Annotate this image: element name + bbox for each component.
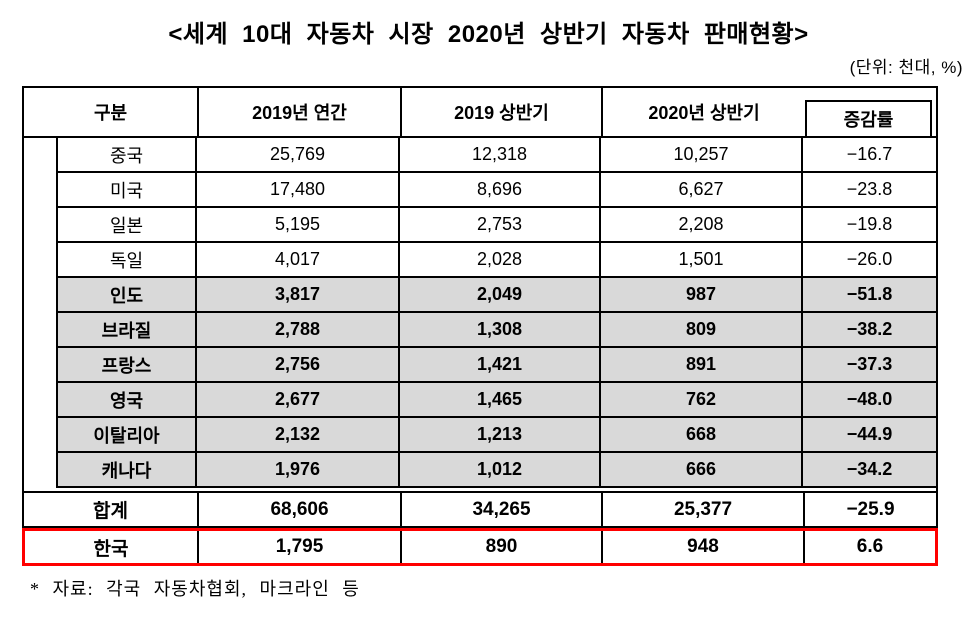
cell-2020-h1: 10,257: [601, 138, 803, 171]
cell-country: 인도: [58, 278, 197, 311]
cell-2019-h1: 1,213: [400, 418, 601, 451]
left-inset-strip: [24, 138, 58, 488]
cell-change-rate: −25.9: [846, 498, 895, 520]
cell-2020-h1: 762: [601, 383, 803, 416]
cell-country: 일본: [58, 208, 197, 241]
table-row-canada: 캐나다 1,976 1,012 666 −34.2: [58, 453, 936, 488]
table-row-italy: 이탈리아 2,132 1,213 668 −44.9: [58, 418, 936, 453]
cell-country: 합계: [24, 493, 199, 526]
cell-country: 중국: [58, 138, 197, 171]
header-change-rate-holder: 증감률: [805, 88, 936, 136]
cell-change-rate: −37.3: [846, 354, 893, 374]
cell-2019-annual: 2,677: [197, 383, 400, 416]
cell-change-rate: −16.7: [846, 144, 893, 164]
cell-country: 영국: [58, 383, 197, 416]
table-header-row: 구분 2019년 연간 2019 상반기 2020년 상반기 증감률: [24, 88, 936, 138]
header-cell-change-rate: 증감률: [805, 100, 932, 136]
cell-2019-annual: 2,756: [197, 348, 400, 381]
table-row-france: 프랑스 2,756 1,421 891 −37.3: [58, 348, 936, 383]
cell-change-rate: −26.0: [846, 249, 893, 269]
cell-2019-annual: 68,606: [199, 493, 402, 526]
header-cell-2019-h1: 2019 상반기: [402, 88, 603, 136]
cell-country: 한국: [25, 531, 199, 563]
cell-2020-h1: 891: [601, 348, 803, 381]
cell-country: 프랑스: [58, 348, 197, 381]
cell-2020-h1: 809: [601, 313, 803, 346]
table-body: 중국 25,769 12,318 10,257 −16.7 미국 17,480 …: [24, 138, 936, 488]
cell-2019-h1: 2,028: [400, 243, 601, 276]
cell-change-rate: 6.6: [856, 536, 884, 557]
cell-2020-h1: 666: [601, 453, 803, 486]
cell-2019-h1: 8,696: [400, 173, 601, 206]
cell-change-rate: −51.8: [846, 284, 893, 304]
cell-2020-h1: 987: [601, 278, 803, 311]
cell-2019-h1: 1,012: [400, 453, 601, 486]
cell-change-rate: −38.2: [846, 319, 893, 339]
page-title: <세계 10대 자동차 시장 2020년 상반기 자동차 판매현황>: [168, 21, 809, 48]
cell-2019-annual: 1,976: [197, 453, 400, 486]
cell-2020-h1: 948: [603, 531, 805, 563]
cell-2019-annual: 5,195: [197, 208, 400, 241]
cell-2019-h1: 1,421: [400, 348, 601, 381]
total-row: 합계 68,606 34,265 25,377 −25.9: [24, 491, 936, 526]
sales-table: 구분 2019년 연간 2019 상반기 2020년 상반기 증감률 중국 25…: [22, 86, 938, 566]
table-row-japan: 일본 5,195 2,753 2,208 −19.8: [58, 208, 936, 243]
table-outer-frame: 구분 2019년 연간 2019 상반기 2020년 상반기 증감률 중국 25…: [22, 86, 938, 528]
cell-2020-h1: 6,627: [601, 173, 803, 206]
cell-2020-h1: 668: [601, 418, 803, 451]
cell-2020-h1: 2,208: [601, 208, 803, 241]
cell-2019-annual: 1,795: [199, 531, 402, 563]
cell-2019-h1: 890: [402, 531, 603, 563]
header-cell-2020-h1: 2020년 상반기: [648, 103, 760, 123]
cell-change-rate: −23.8: [846, 179, 893, 199]
cell-change-rate: −19.8: [846, 214, 893, 234]
table-row-uk: 영국 2,677 1,465 762 −48.0: [58, 383, 936, 418]
header-cell-category: 구분: [24, 88, 199, 136]
cell-country: 독일: [58, 243, 197, 276]
korea-highlight-row: 한국 1,795 890 948 6.6: [22, 528, 938, 566]
cell-2020-h1: 25,377: [603, 493, 805, 526]
cell-2019-h1: 2,753: [400, 208, 601, 241]
table-row-china: 중국 25,769 12,318 10,257 −16.7: [58, 138, 936, 173]
cell-country: 미국: [58, 173, 197, 206]
footnote: * 자료: 각국 자동차협회, 마크라인 등: [30, 579, 360, 599]
country-rows: 중국 25,769 12,318 10,257 −16.7 미국 17,480 …: [58, 138, 936, 488]
header-cell-2019-annual: 2019년 연간: [199, 88, 402, 136]
cell-change-rate: −44.9: [846, 424, 893, 444]
unit-note: (단위: 천대, %): [849, 58, 963, 77]
cell-2019-annual: 17,480: [197, 173, 400, 206]
cell-change-rate: −48.0: [846, 389, 893, 409]
cell-2019-annual: 3,817: [197, 278, 400, 311]
cell-country: 브라질: [58, 313, 197, 346]
table-row-germany: 독일 4,017 2,028 1,501 −26.0: [58, 243, 936, 278]
cell-country: 이탈리아: [58, 418, 197, 451]
cell-2019-annual: 25,769: [197, 138, 400, 171]
cell-country: 캐나다: [58, 453, 197, 486]
divider-gap: [24, 488, 936, 491]
cell-2020-h1: 1,501: [601, 243, 803, 276]
cell-2019-annual: 4,017: [197, 243, 400, 276]
cell-2019-h1: 1,308: [400, 313, 601, 346]
cell-2019-h1: 12,318: [400, 138, 601, 171]
cell-2019-h1: 2,049: [400, 278, 601, 311]
table-row-brazil: 브라질 2,788 1,308 809 −38.2: [58, 313, 936, 348]
table-row-usa: 미국 17,480 8,696 6,627 −23.8: [58, 173, 936, 208]
cell-2019-h1: 34,265: [402, 493, 603, 526]
cell-2019-h1: 1,465: [400, 383, 601, 416]
table-row-india: 인도 3,817 2,049 987 −51.8: [58, 278, 936, 313]
cell-change-rate: −34.2: [846, 459, 893, 479]
cell-2019-annual: 2,132: [197, 418, 400, 451]
cell-2019-annual: 2,788: [197, 313, 400, 346]
